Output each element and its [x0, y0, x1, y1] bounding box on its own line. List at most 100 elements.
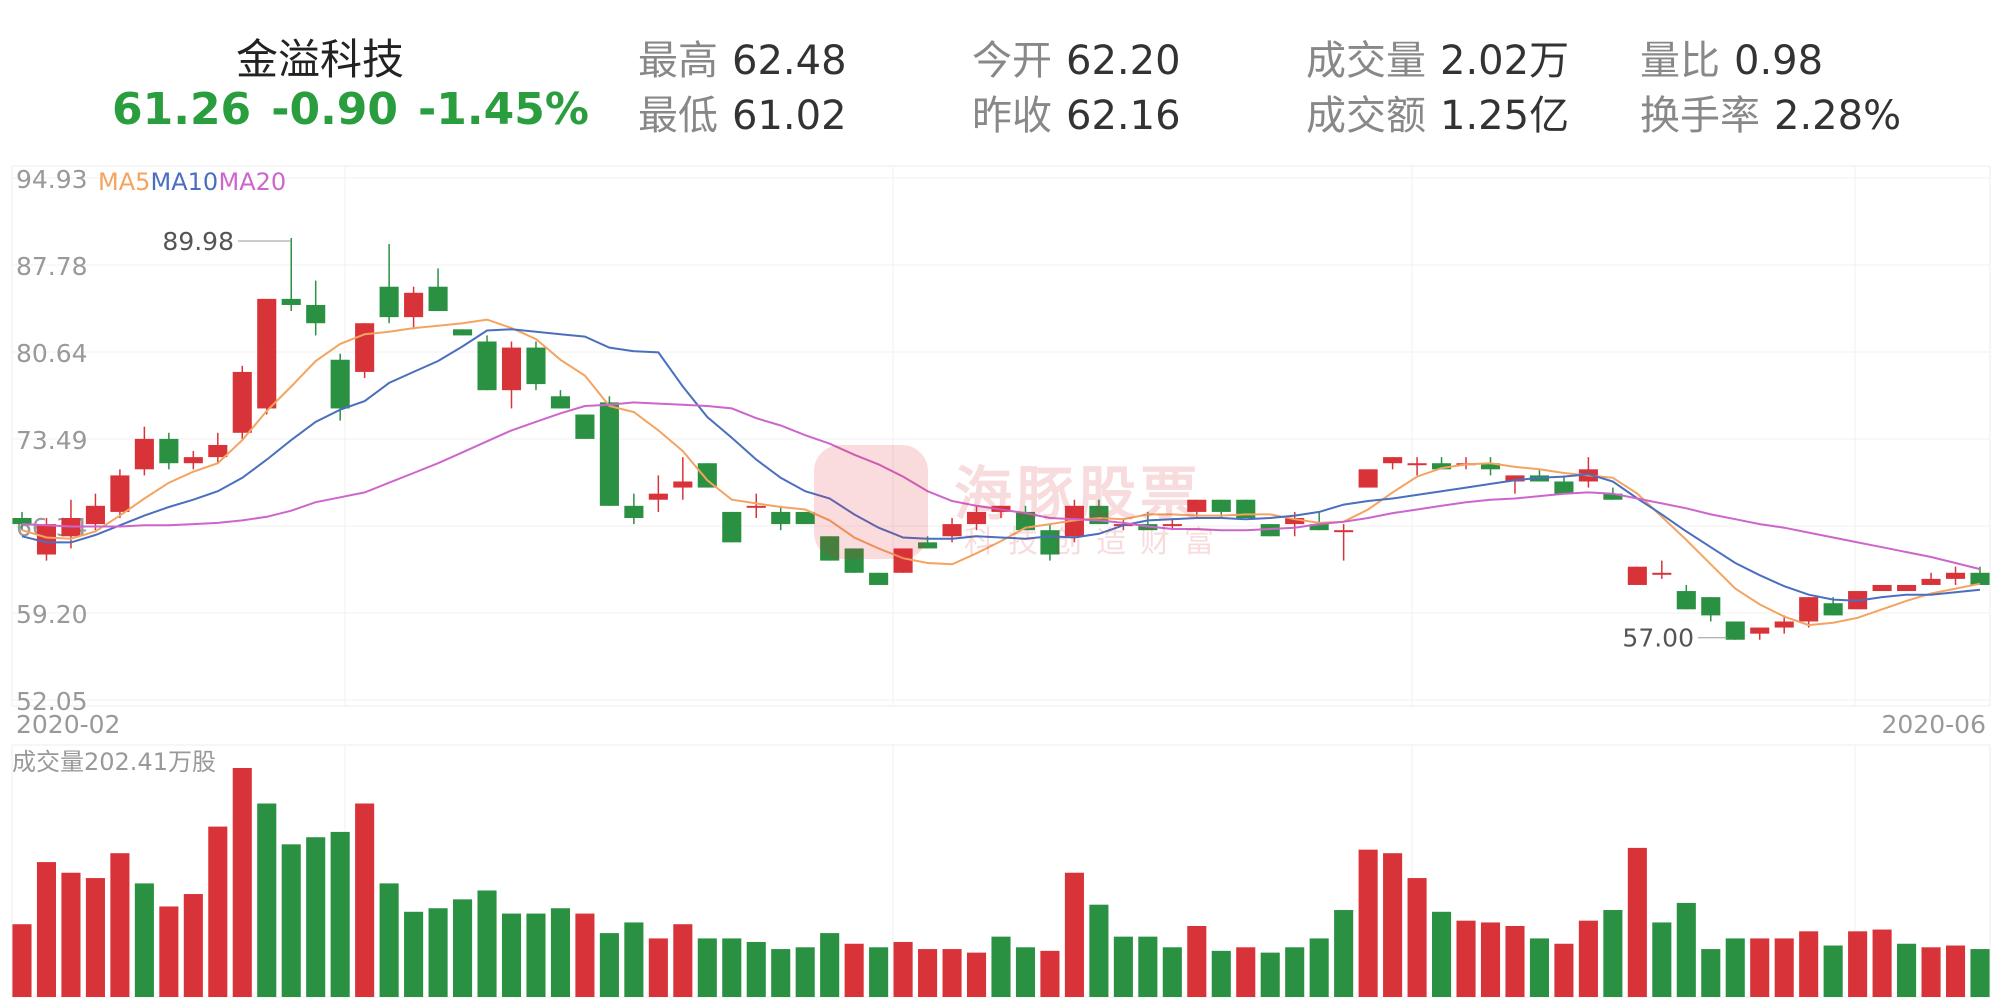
candle-body	[1774, 621, 1794, 628]
volume-bar	[12, 924, 32, 997]
volume-bar	[1823, 945, 1843, 997]
volume-bar	[918, 949, 938, 997]
y-tick-label: 87.78	[16, 252, 88, 281]
volume-bar	[526, 913, 546, 997]
candle-body	[501, 347, 522, 391]
ma5-line	[21, 318, 1981, 627]
stat-turnover-value: 1.25亿	[1440, 93, 1570, 139]
volume-bar	[1236, 947, 1256, 997]
volume-bar	[966, 952, 987, 997]
volume-bar	[330, 831, 350, 997]
volume-bar	[1187, 925, 1207, 997]
volume-bar	[404, 911, 424, 997]
volume-bar	[281, 844, 301, 997]
volume-bar	[159, 906, 179, 997]
stat-low: 最低 61.02	[638, 83, 847, 141]
candle-body	[1921, 578, 1941, 585]
min-annotation-label: 57.00	[1622, 624, 1694, 653]
candle-body	[1554, 481, 1574, 494]
stat-high-value: 62.48	[732, 38, 847, 84]
ma10-line	[21, 328, 1981, 602]
volume-bar	[208, 826, 228, 997]
volume-bar	[1774, 938, 1794, 997]
candle-body	[1480, 463, 1501, 470]
y-tick-label: 73.49	[16, 426, 88, 455]
candle-body	[208, 444, 228, 458]
candle-body	[1823, 603, 1843, 616]
candle-body	[820, 536, 840, 561]
candle-body	[36, 524, 57, 555]
candle-body	[85, 505, 105, 525]
volume-bar	[942, 949, 962, 997]
candle-body	[1627, 566, 1647, 585]
stat-prev-close-value: 62.16	[1066, 93, 1181, 139]
candle-body	[355, 323, 375, 372]
candle-body	[844, 548, 864, 573]
volume-bar	[36, 862, 57, 997]
candle-body	[869, 572, 889, 585]
volume-bar	[1578, 920, 1598, 997]
y-tick-label: 59.20	[16, 600, 88, 629]
stat-turnover-rate: 换手率 2.28%	[1640, 83, 1901, 141]
volume-bar	[1211, 950, 1231, 997]
volume-bar	[599, 933, 619, 997]
quote-header: 金溢科技 61.26 -0.90 -1.45% 最高 62.48 最低 61.02 今开…	[0, 0, 2001, 160]
stat-open-label: 今开	[972, 38, 1052, 84]
candle-body	[1358, 469, 1378, 488]
candle-body	[1897, 584, 1917, 592]
stat-turnover: 成交额 1.25亿	[1306, 83, 1569, 141]
candle-body	[1187, 499, 1207, 512]
y-tick-label: 52.05	[16, 687, 88, 716]
stock-name: 金溢科技	[236, 35, 405, 84]
volume-bar	[1064, 872, 1084, 997]
max-annotation-label: 89.98	[162, 227, 234, 256]
volume-bar	[1529, 938, 1549, 997]
volume-bar	[232, 768, 252, 997]
volume-bar	[575, 913, 595, 997]
volume-bar	[306, 837, 326, 997]
volume-bar	[477, 890, 497, 997]
candle-body	[1750, 627, 1770, 634]
volume-bar	[1848, 931, 1868, 997]
candle-body	[1015, 511, 1036, 531]
volume-title: 成交量202.41万股	[12, 748, 216, 776]
candle-body	[526, 347, 546, 385]
candle-body	[697, 463, 717, 488]
candle-body	[1162, 524, 1182, 527]
candle-body	[1040, 530, 1060, 555]
candle-body	[942, 524, 962, 537]
legend-ma5: MA5	[98, 168, 150, 196]
volume-bar	[1554, 943, 1574, 997]
legend-ma20: MA20	[219, 168, 287, 196]
stat-volume-value: 2.02万	[1440, 38, 1570, 84]
volume-bar	[648, 938, 668, 997]
stat-prev-close-label: 昨收	[972, 93, 1052, 139]
candle-body	[1725, 621, 1745, 640]
candle-body	[1505, 475, 1525, 482]
price-change: -0.90	[271, 84, 399, 135]
volume-bar	[1897, 943, 1917, 997]
candle-body	[477, 341, 497, 391]
candle-body	[1383, 457, 1403, 464]
volume-bar	[501, 913, 522, 997]
volume-bar	[1138, 936, 1158, 997]
volume-bar	[355, 803, 375, 997]
ma20-line	[21, 401, 1981, 571]
price-change-percent: -1.45%	[418, 84, 589, 135]
volume-bar	[1970, 949, 1990, 997]
volume-bar	[61, 872, 81, 997]
volume-bar	[991, 936, 1011, 997]
volume-bar	[1627, 847, 1647, 997]
candle-body	[404, 292, 424, 318]
volume-bar	[1725, 938, 1745, 997]
candle-body	[12, 518, 32, 525]
candle-body	[306, 304, 326, 324]
stat-volume-ratio-value: 0.98	[1734, 38, 1824, 84]
volume-bar	[1407, 878, 1427, 997]
volume-bar	[869, 947, 889, 997]
volume-bar	[1480, 922, 1501, 997]
candle-body	[550, 396, 570, 409]
candle-body	[110, 475, 130, 512]
volume-bar	[428, 908, 448, 997]
candle-body	[281, 298, 301, 305]
